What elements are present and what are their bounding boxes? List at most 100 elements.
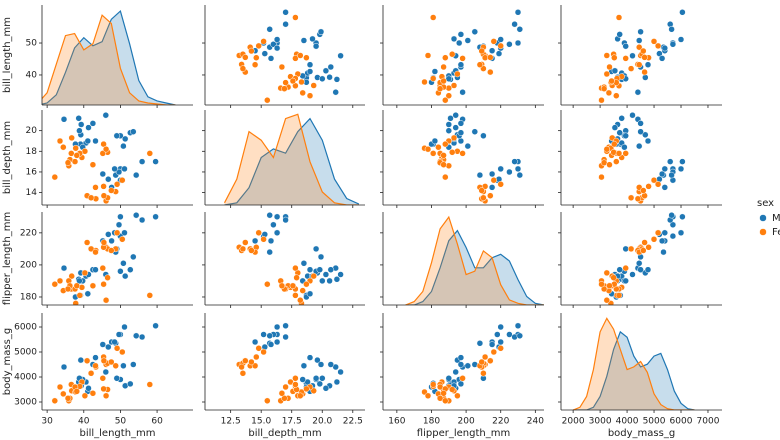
point — [72, 144, 79, 152]
point — [152, 322, 159, 330]
point — [239, 245, 247, 253]
point — [459, 55, 466, 62]
kde-area — [573, 318, 695, 410]
point — [81, 392, 89, 400]
point — [306, 61, 314, 68]
y-tick-label: 220 — [20, 228, 37, 238]
point — [661, 184, 669, 191]
point — [448, 149, 456, 156]
point — [316, 266, 324, 273]
point — [634, 88, 642, 96]
point — [312, 245, 320, 253]
point — [119, 236, 126, 243]
point — [99, 170, 107, 178]
point — [440, 152, 447, 159]
point — [319, 375, 326, 382]
point — [303, 280, 310, 288]
point — [253, 54, 260, 61]
point — [668, 171, 675, 179]
point — [457, 380, 465, 388]
point — [242, 239, 249, 246]
point — [282, 79, 289, 86]
point — [488, 341, 496, 348]
point — [514, 322, 522, 330]
point — [476, 171, 484, 179]
point — [606, 161, 613, 168]
point — [56, 137, 64, 145]
point — [645, 244, 652, 251]
point — [278, 63, 286, 71]
point — [452, 124, 459, 131]
point — [635, 142, 643, 150]
point — [337, 271, 344, 278]
point — [73, 282, 81, 290]
point — [130, 253, 137, 261]
point — [102, 111, 110, 119]
point — [309, 35, 316, 43]
point — [669, 232, 677, 240]
kde-line — [573, 330, 695, 410]
y-tick-label: 180 — [20, 292, 37, 302]
point — [81, 269, 89, 277]
point — [606, 282, 613, 290]
point — [642, 131, 649, 139]
point — [111, 338, 118, 346]
point — [292, 264, 299, 272]
point — [635, 61, 643, 68]
point — [440, 77, 447, 85]
point — [99, 375, 107, 382]
point — [618, 115, 625, 122]
kde-area — [42, 15, 176, 105]
point — [132, 332, 140, 340]
point — [113, 181, 121, 188]
point — [457, 120, 465, 127]
point — [516, 332, 524, 340]
point — [661, 44, 669, 52]
point — [442, 96, 449, 104]
point — [478, 187, 485, 194]
point — [312, 375, 320, 382]
point — [333, 276, 341, 283]
point — [83, 239, 91, 246]
point — [260, 348, 267, 356]
point — [317, 28, 325, 36]
point — [629, 271, 636, 278]
panel — [405, 215, 544, 305]
point — [516, 171, 524, 179]
point — [611, 140, 618, 148]
point — [457, 61, 465, 68]
point — [450, 82, 458, 89]
point — [327, 63, 335, 71]
x-tick-label: 2000 — [562, 417, 585, 427]
point — [89, 282, 97, 290]
point — [102, 296, 110, 304]
point — [622, 245, 629, 253]
point — [251, 61, 259, 68]
point — [610, 274, 617, 281]
x-axis-label: body_mass_g — [608, 428, 675, 439]
x-tick-label: 17.5 — [282, 417, 302, 427]
point — [100, 192, 108, 199]
point — [87, 245, 95, 253]
x-axis-label: flipper_length_mm — [417, 428, 510, 439]
y-tick-label: 5000 — [14, 348, 37, 358]
point — [253, 353, 260, 361]
point — [297, 52, 304, 59]
point — [282, 9, 289, 16]
point — [303, 385, 310, 393]
point — [76, 127, 83, 134]
point — [267, 237, 275, 245]
kde-line — [42, 14, 176, 105]
point — [152, 158, 159, 165]
point — [121, 165, 128, 173]
kde-area — [573, 331, 695, 410]
point — [635, 260, 643, 267]
point — [117, 268, 124, 275]
point — [603, 70, 611, 78]
point — [255, 345, 262, 352]
point — [658, 237, 666, 245]
point — [471, 28, 479, 36]
point — [622, 55, 629, 62]
point — [326, 73, 333, 81]
point — [300, 37, 308, 44]
